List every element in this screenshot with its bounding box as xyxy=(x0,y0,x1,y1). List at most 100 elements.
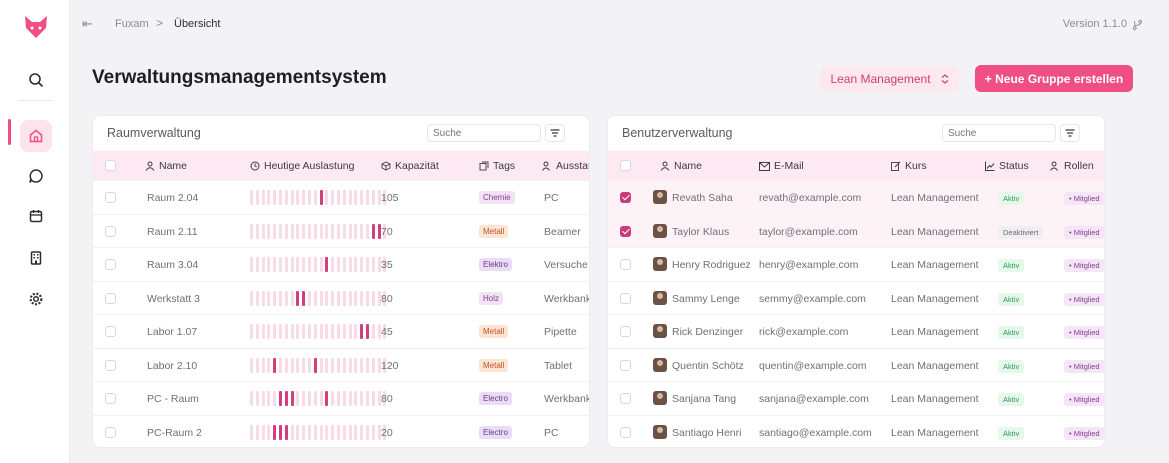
usage-segment xyxy=(255,357,259,373)
usage-segment xyxy=(313,357,317,373)
column-header-tags[interactable]: Tags xyxy=(479,160,515,172)
row-checkbox[interactable] xyxy=(105,225,116,237)
usage-segment xyxy=(284,357,288,373)
row-checkbox[interactable] xyxy=(105,326,116,337)
users-select-all-checkbox[interactable] xyxy=(620,160,631,171)
user-email: rick@example.com xyxy=(759,326,849,338)
row-checkbox[interactable] xyxy=(620,326,631,337)
usage-segment xyxy=(365,424,369,440)
rooms-select-all-checkbox[interactable] xyxy=(105,160,116,171)
row-checkbox[interactable] xyxy=(105,192,116,203)
table-row[interactable]: Raum 3.04 35 Elektro Versuche xyxy=(93,247,589,281)
usage-segment xyxy=(273,324,277,339)
chat-icon[interactable] xyxy=(20,160,52,192)
usage-segment xyxy=(290,223,294,239)
column-header-status[interactable]: Status xyxy=(985,160,1029,172)
users-filter-button[interactable] xyxy=(1060,124,1080,142)
usage-segment xyxy=(360,357,364,373)
user-email: sanjana@example.com xyxy=(759,393,869,405)
table-row[interactable]: Sanjana Tang sanjana@example.com Lean Mana… xyxy=(608,381,1104,415)
usage-segment xyxy=(371,290,375,306)
row-checkbox[interactable] xyxy=(620,292,631,304)
row-checkbox[interactable] xyxy=(105,393,116,404)
usage-segment xyxy=(336,190,340,205)
users-card: Benutzerverwaltung Name E-Mail Kurs Stat… xyxy=(607,115,1105,448)
row-checkbox[interactable] xyxy=(620,393,631,404)
column-header-user-name[interactable]: Name xyxy=(660,160,702,172)
column-header-tags-label: Tags xyxy=(493,160,516,172)
table-row[interactable]: Labor 1.07 45 Metall Pipette xyxy=(93,314,589,348)
row-checkbox[interactable] xyxy=(620,259,631,270)
create-group-button[interactable]: + Neue Gruppe erstellen xyxy=(975,65,1133,92)
usage-segment xyxy=(354,424,358,440)
usage-segment xyxy=(255,190,259,205)
table-row[interactable]: PC-Raum 2 20 Electro PC xyxy=(93,414,589,448)
table-row[interactable]: Henry Rodriguez henry@example.com Lean Man… xyxy=(608,247,1104,281)
table-row[interactable]: Raum 2.11 70 Metall Beamer xyxy=(93,213,589,248)
row-checkbox[interactable] xyxy=(105,292,116,304)
table-row[interactable]: Sammy Lenge semmy@example.com Lean Managem… xyxy=(608,280,1104,315)
table-row[interactable]: PC - Raum 80 Electro Werkbank xyxy=(93,381,589,415)
usage-segment xyxy=(371,391,375,406)
column-header-name[interactable]: Name xyxy=(145,160,187,172)
row-checkbox[interactable] xyxy=(620,359,631,371)
row-checkbox[interactable] xyxy=(620,192,631,203)
row-checkbox[interactable] xyxy=(105,359,116,371)
column-header-roles[interactable]: Rollen xyxy=(1050,160,1094,172)
table-row[interactable]: Revath Saha revath@example.com Lean Manage… xyxy=(608,180,1104,214)
rooms-search-input[interactable] xyxy=(427,124,541,142)
table-row[interactable]: Werkstatt 3 80 Holz Werkbank xyxy=(93,280,590,315)
page-title: Verwaltungsmanagementsystem xyxy=(92,67,387,88)
usage-segment xyxy=(278,424,282,440)
usage-segment xyxy=(365,257,369,272)
user-email: taylor@example.com xyxy=(759,225,858,238)
row-checkbox[interactable] xyxy=(620,426,631,438)
usage-segment xyxy=(336,357,340,373)
collapse-sidebar-icon[interactable]: ⇤ xyxy=(82,16,93,31)
row-checkbox[interactable] xyxy=(105,426,116,438)
fox-logo-icon[interactable] xyxy=(23,14,49,40)
usage-segment xyxy=(348,324,352,339)
table-row[interactable]: Raum 2.04 105 Chemie PC xyxy=(93,180,589,214)
table-row[interactable]: Quentin Schötz quentin@example.com Lean Ma… xyxy=(608,347,1104,382)
status-badge: Aktiv xyxy=(998,359,1025,373)
column-header-equipment[interactable]: Ausstat xyxy=(542,160,589,172)
building-icon[interactable] xyxy=(20,242,52,274)
room-name: Raum 2.04 xyxy=(147,192,199,204)
room-capacity: 70 xyxy=(381,225,393,238)
usage-segment xyxy=(302,223,306,239)
course-select[interactable]: Lean Management xyxy=(820,66,959,91)
user-name: Rick Denzinger xyxy=(672,326,744,338)
usage-segment xyxy=(261,190,265,205)
user-icon xyxy=(660,161,670,171)
usage-segment xyxy=(261,424,265,440)
gear-icon[interactable] xyxy=(20,283,52,315)
rooms-filter-button[interactable] xyxy=(545,124,565,142)
usage-segment xyxy=(383,257,387,272)
room-equipment: Werkbank xyxy=(544,292,590,305)
table-row[interactable]: Rick Denzinger rick@example.com Lean Manag… xyxy=(608,314,1104,348)
usage-segment xyxy=(290,424,294,440)
table-row[interactable]: Taylor Klaus taylor@example.com Lean Manag… xyxy=(608,213,1104,247)
row-checkbox[interactable] xyxy=(105,259,116,270)
room-name: Raum 3.04 xyxy=(147,259,199,271)
column-header-capacity[interactable]: Kapazität xyxy=(381,160,439,172)
status-badge: Aktiv xyxy=(998,292,1025,306)
row-checkbox[interactable] xyxy=(620,225,631,237)
users-icon xyxy=(542,161,550,171)
usage-segment xyxy=(273,424,277,440)
column-header-course[interactable]: Kurs xyxy=(891,160,927,172)
users-search-input[interactable] xyxy=(942,124,1056,142)
cube-icon xyxy=(381,161,391,171)
table-row[interactable]: Santiago Henri santiago@example.com Lean M… xyxy=(608,414,1104,448)
usage-segment xyxy=(290,257,294,272)
table-row[interactable]: Labor 2.10 120 Metall Tablet xyxy=(93,347,589,382)
usage-segment xyxy=(267,257,271,272)
home-icon[interactable] xyxy=(20,120,52,152)
calendar-icon[interactable] xyxy=(20,200,52,232)
chart-icon xyxy=(985,161,995,171)
column-header-usage[interactable]: Heutige Auslastung xyxy=(250,160,354,172)
column-header-email[interactable]: E-Mail xyxy=(759,160,804,172)
breadcrumb-root[interactable]: Fuxam xyxy=(115,18,149,30)
search-icon[interactable] xyxy=(20,64,52,96)
